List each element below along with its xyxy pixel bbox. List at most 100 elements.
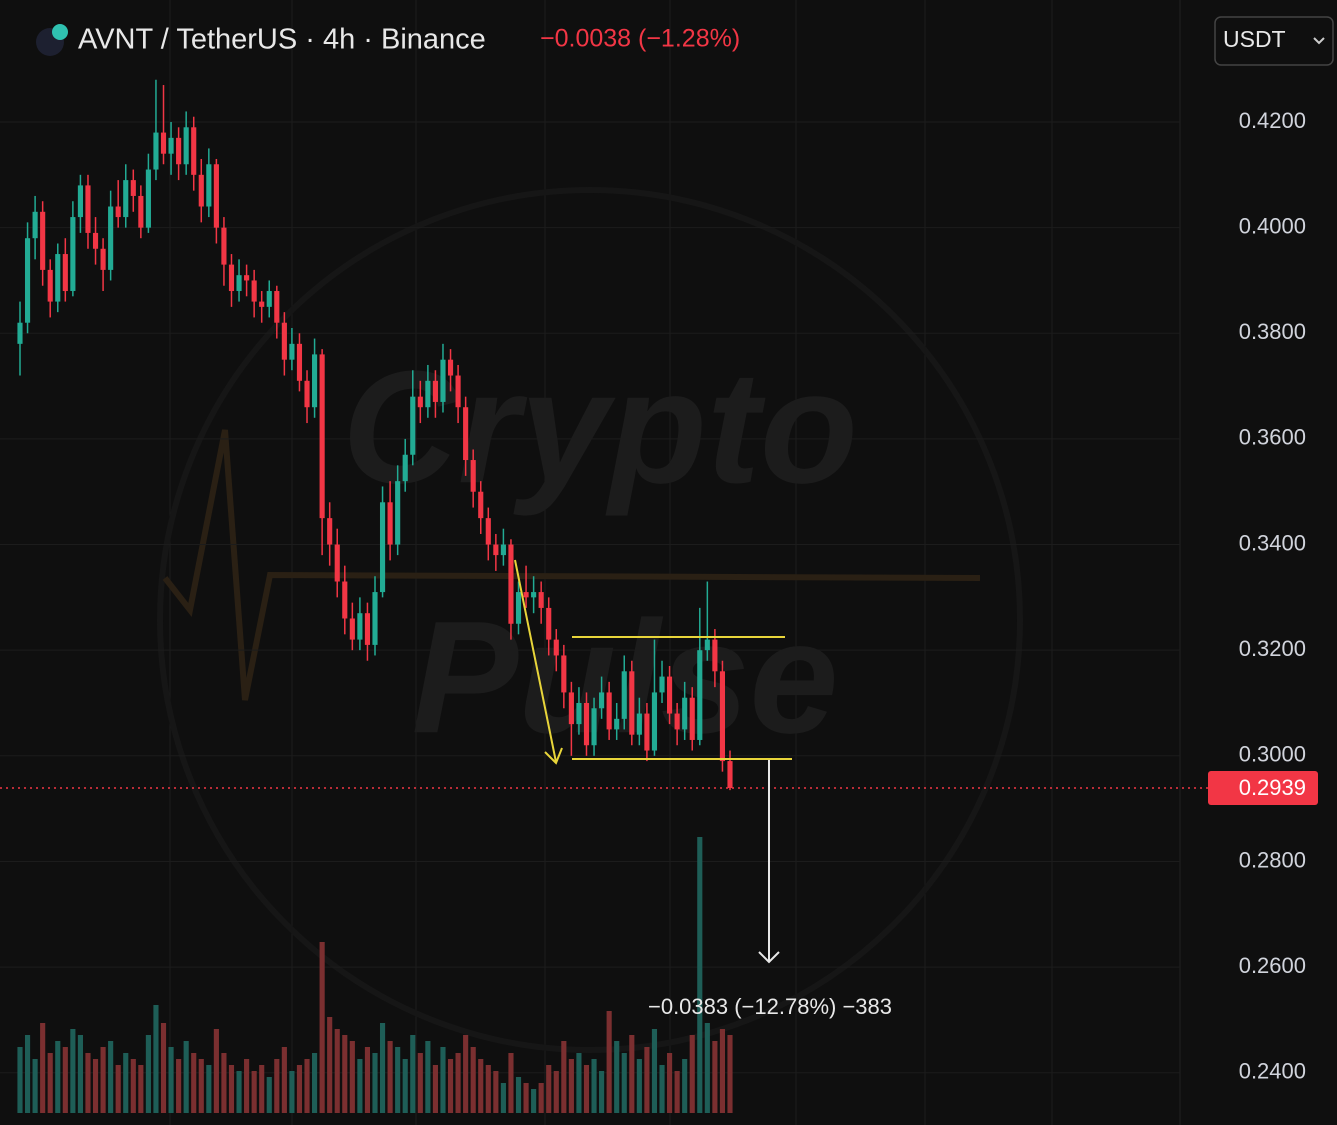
candle-body xyxy=(251,280,257,302)
volume-bar xyxy=(727,1035,733,1113)
candle-body xyxy=(274,291,280,323)
volume-bar xyxy=(17,1047,23,1113)
candle-body xyxy=(372,592,378,645)
volume-bar xyxy=(327,1017,333,1113)
volume-bar xyxy=(77,1035,83,1113)
candle-body xyxy=(17,322,23,344)
y-tick-label: 0.3600 xyxy=(1239,425,1306,450)
candle-body xyxy=(500,544,506,556)
volume-bar xyxy=(493,1071,499,1113)
candle-body xyxy=(583,702,590,746)
volume-bar xyxy=(417,1053,423,1113)
candle-body xyxy=(651,692,658,751)
volume-bar xyxy=(47,1053,53,1113)
volume-bar xyxy=(478,1059,484,1113)
candle-body xyxy=(266,291,272,307)
candle-body xyxy=(138,195,144,228)
volume-bar xyxy=(100,1047,106,1113)
volume-bar xyxy=(274,1059,280,1113)
exchange-icon xyxy=(52,24,68,40)
volume-bar xyxy=(130,1059,136,1113)
volume-bar xyxy=(221,1053,227,1113)
volume-bar xyxy=(719,1029,726,1113)
dropdown-caret xyxy=(1313,37,1325,45)
candle-body xyxy=(108,206,114,270)
volume-bar xyxy=(697,837,703,1113)
volume-bar xyxy=(357,1059,363,1113)
y-tick-label: 0.3800 xyxy=(1239,319,1306,344)
volume-bar xyxy=(667,1053,673,1113)
candle-body xyxy=(410,396,416,455)
trend-arrowhead xyxy=(544,747,563,765)
volume-bar xyxy=(546,1065,552,1113)
watermark: Crypto xyxy=(342,337,858,516)
volume-bar xyxy=(145,1035,151,1113)
volume-bar xyxy=(636,1059,642,1113)
volume-bar xyxy=(485,1065,491,1113)
volume-bar xyxy=(281,1047,287,1113)
volume-bar xyxy=(410,1035,416,1113)
candle-body xyxy=(92,232,99,249)
volume-bar xyxy=(372,1053,378,1113)
volume-bar xyxy=(682,1059,688,1113)
candle-body xyxy=(659,676,665,693)
y-tick-label: 0.3400 xyxy=(1239,530,1306,555)
volume-bar xyxy=(32,1059,38,1113)
candle-body xyxy=(176,137,182,165)
volume-bar xyxy=(198,1059,204,1113)
candle-body xyxy=(470,460,476,492)
volume-bar xyxy=(183,1041,189,1113)
candle-body xyxy=(342,581,348,619)
candle-body xyxy=(546,607,552,640)
candle-body xyxy=(160,132,167,154)
candle-body xyxy=(85,185,91,233)
watermark-ring xyxy=(157,187,1023,1053)
candle-body xyxy=(727,761,733,789)
volume-bar xyxy=(62,1047,68,1113)
candle-body xyxy=(667,676,673,714)
candle-body xyxy=(47,269,53,302)
candle-body xyxy=(621,671,627,719)
candle-body xyxy=(206,164,212,207)
watermark-pulse xyxy=(162,429,981,701)
volume-bar xyxy=(40,1023,46,1113)
volume-bar xyxy=(440,1047,446,1113)
volume-bar xyxy=(55,1041,61,1113)
candle-body xyxy=(523,592,529,598)
candle-body xyxy=(281,322,287,360)
candle-body xyxy=(183,127,189,165)
candle-body xyxy=(606,692,612,730)
volume-bar xyxy=(92,1059,99,1113)
candle-body xyxy=(425,380,431,408)
candle-body xyxy=(417,396,423,408)
volume-bar xyxy=(349,1041,355,1113)
volume-bar xyxy=(621,1053,627,1113)
volume-bar xyxy=(402,1059,408,1113)
trend-arrow xyxy=(514,559,557,763)
measure-arrowhead xyxy=(758,951,780,964)
y-tick-label: 0.2600 xyxy=(1239,953,1306,978)
volume-bar xyxy=(266,1077,272,1113)
candle-body xyxy=(236,275,242,292)
candle-body xyxy=(32,211,38,239)
candle-body xyxy=(296,343,303,381)
volume-bar xyxy=(425,1041,431,1113)
candle-body xyxy=(629,671,635,735)
candle-body xyxy=(719,671,726,762)
candle-body xyxy=(379,502,386,593)
y-tick-label: 0.3200 xyxy=(1239,636,1306,661)
currency-dropdown[interactable] xyxy=(1214,16,1334,66)
volume-bar xyxy=(644,1047,650,1113)
y-tick-label: 0.2800 xyxy=(1239,847,1306,872)
volume-bar xyxy=(168,1047,174,1113)
volume-bar xyxy=(379,1023,386,1113)
candle-body xyxy=(289,343,295,360)
volume-bar xyxy=(191,1053,197,1113)
volume-bar xyxy=(334,1029,340,1113)
volume-bar xyxy=(432,1065,438,1113)
time-grid xyxy=(169,0,1181,1125)
candle-body xyxy=(440,359,446,402)
volume-bar xyxy=(251,1071,257,1113)
chart-title: AVNT / TetherUS · 4h · Binance xyxy=(78,24,486,56)
